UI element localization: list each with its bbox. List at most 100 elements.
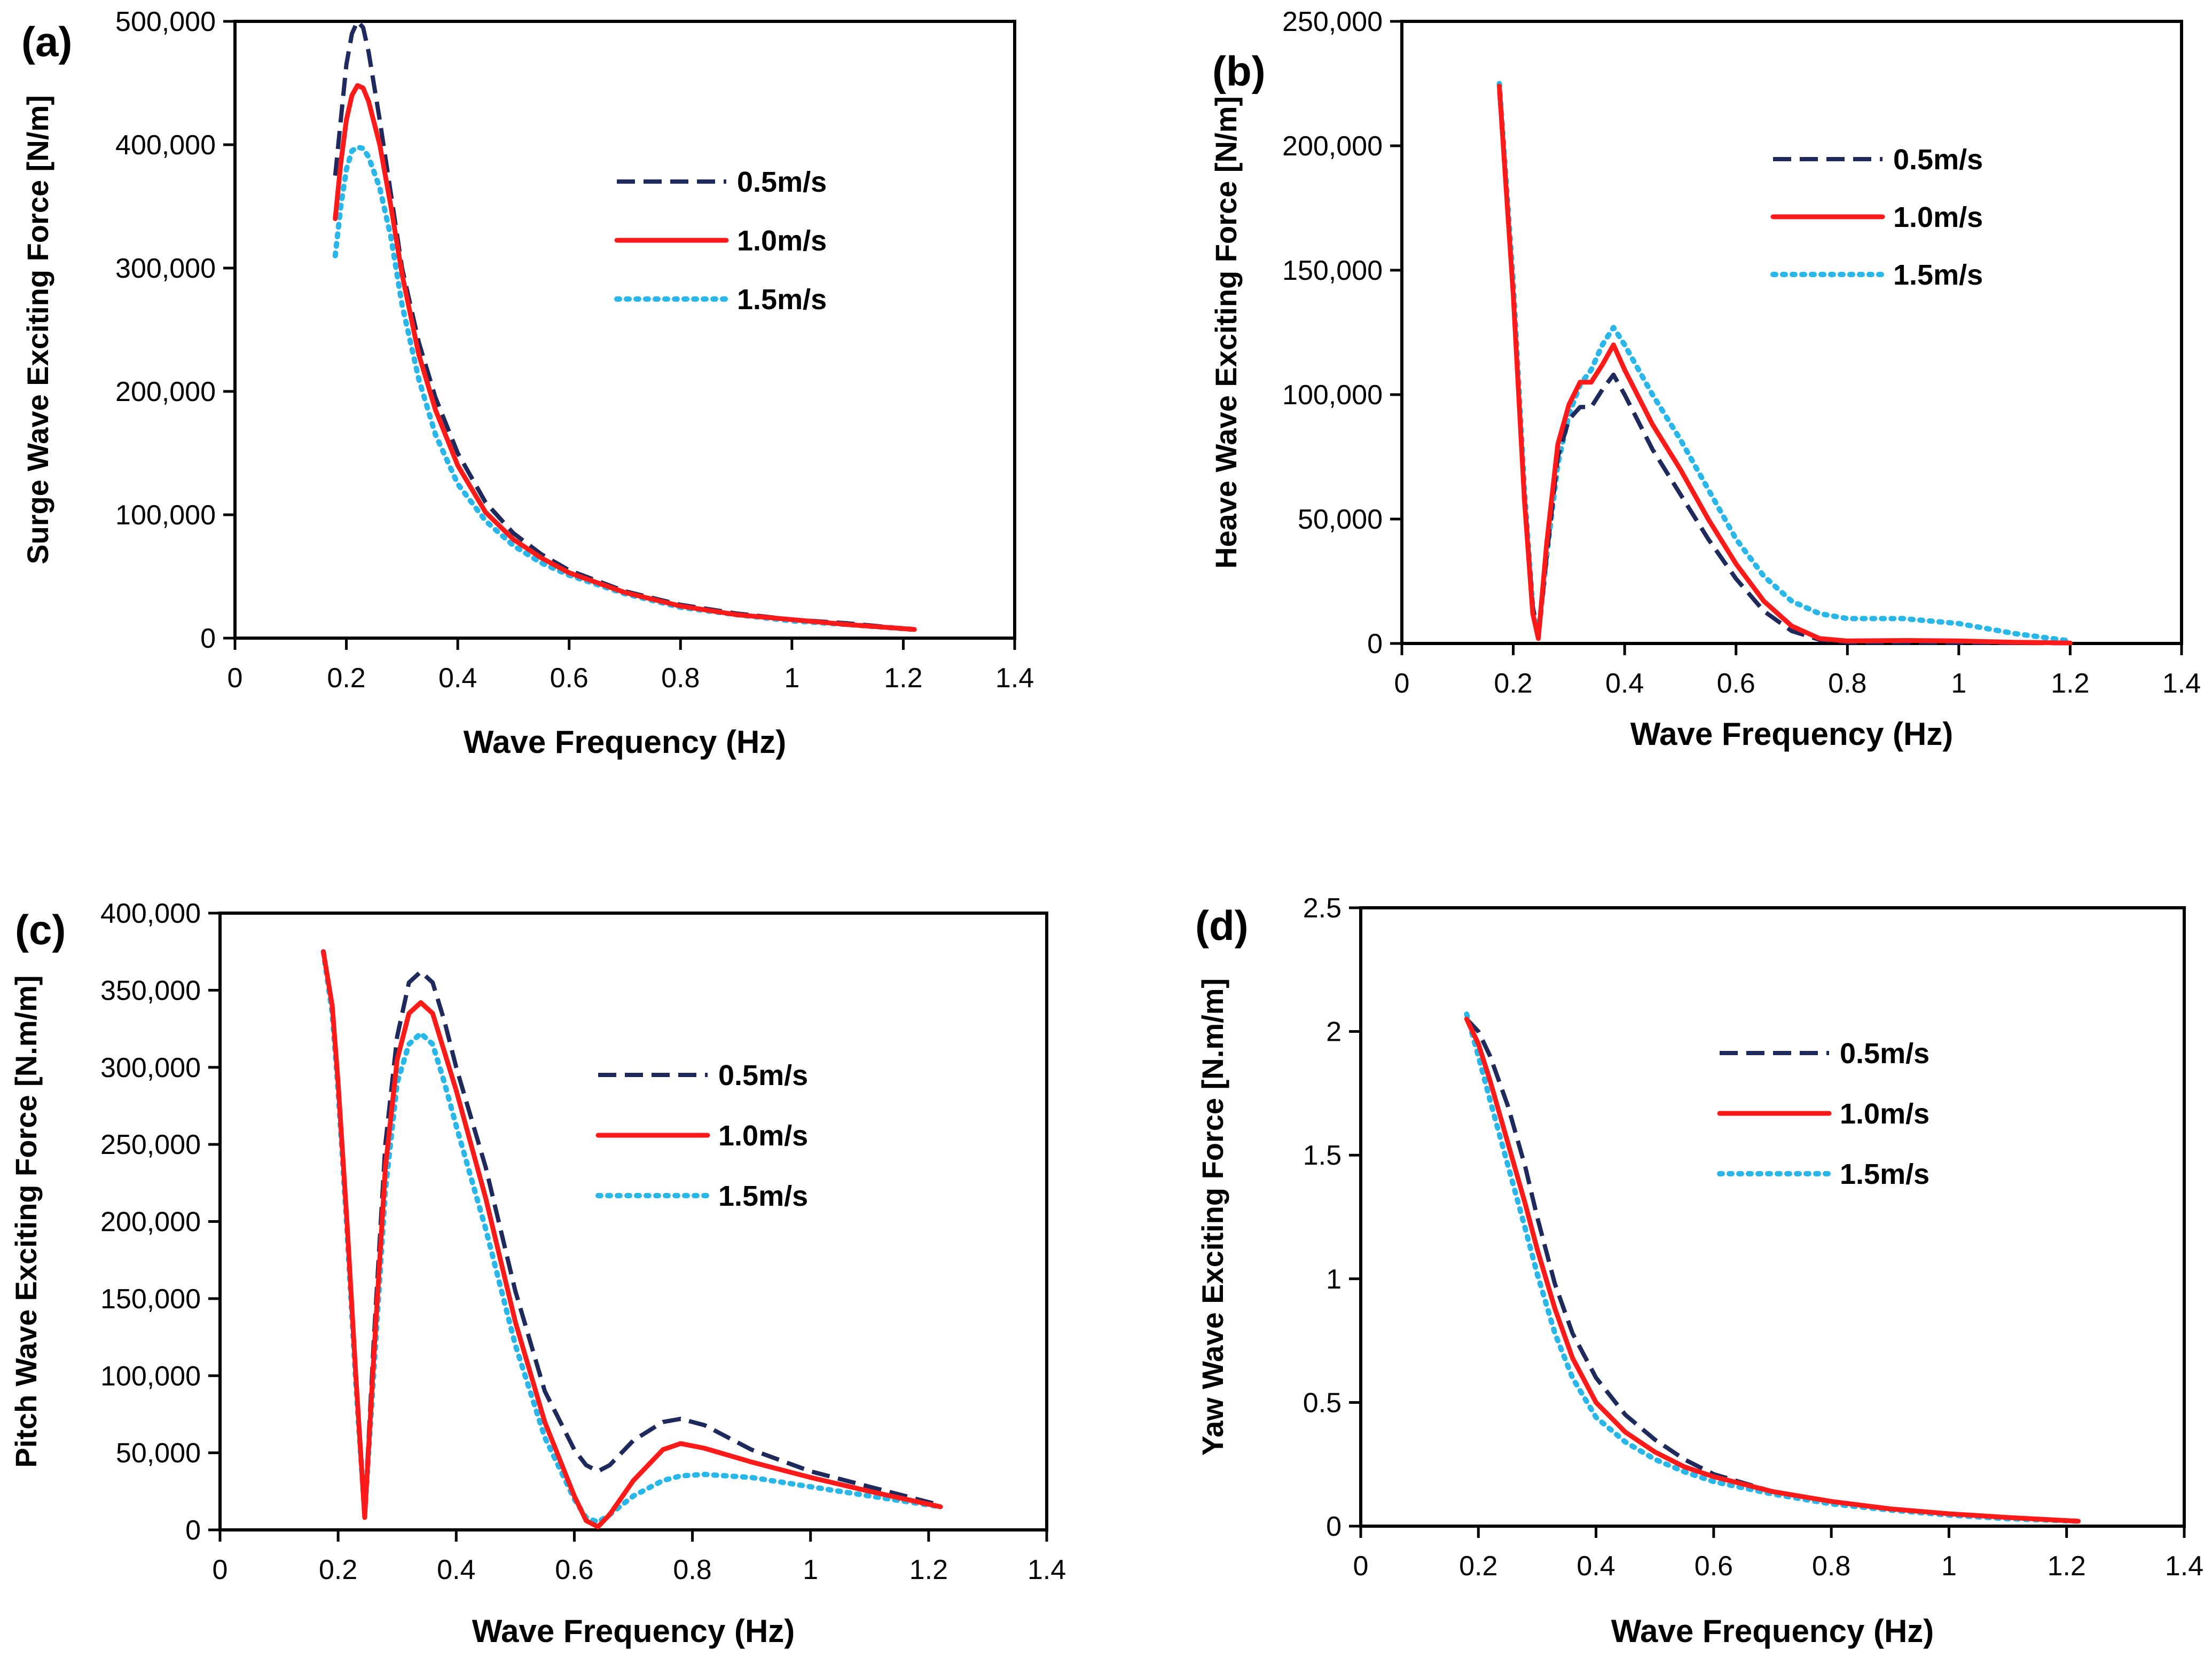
series-line-1-5m-s: [1464, 1011, 2081, 1524]
legend-label: 1.0m/s: [1840, 1098, 1929, 1130]
y-tick-label: 0: [1367, 629, 1383, 659]
legend: 0.5m/s 1.0m/s 1.5m/s: [1770, 144, 1983, 291]
y-tick-label: 100,000: [100, 1361, 201, 1392]
legend-label: 0.5m/s: [737, 166, 827, 198]
x-tick-label: 0.6: [550, 663, 589, 694]
x-tick-label: 0.2: [319, 1554, 357, 1585]
y-tick-label: 150,000: [1282, 255, 1383, 286]
series-line-0-5m-s: [1465, 1017, 2078, 1523]
x-tick-label: 0.4: [437, 1554, 475, 1585]
x-tick-label: 1.2: [2048, 1551, 2086, 1582]
chart-d: 0 0.2 0.4 0.6 0.8 1 1.2 1.4 0 0.5 1 1.5 2 2.5 Wave Fre…: [1195, 893, 2203, 1649]
plot-frame: [1359, 906, 2186, 1528]
legend: 0.5m/s 1.0m/s 1.5m/s: [1717, 1038, 1929, 1190]
y-tick-label: 300,000: [100, 1053, 201, 1083]
plot-frame: [233, 20, 1016, 640]
chart-b: 0 0.2 0.4 0.6 0.8 1 1.2 1.4 0 50,000 100,000 150,00…: [1209, 6, 2201, 752]
y-tick-label: 300,000: [115, 253, 216, 284]
x-tick-label: 0: [228, 663, 243, 694]
legend-label: 0.5m/s: [1840, 1038, 1929, 1070]
y-axis-title: Pitch Wave Exciting Force [N.m/m]: [9, 975, 43, 1467]
y-tick-label: 250,000: [1282, 6, 1383, 37]
legend-label: 0.5m/s: [1893, 144, 1983, 176]
panel-label: (b): [1212, 48, 1266, 95]
x-tick-label: 1.4: [2162, 668, 2201, 699]
series-line-1-0m-s: [321, 949, 943, 1529]
x-axis-title: Wave Frequency (Hz): [464, 724, 787, 760]
y-tick-label: 0.5: [1303, 1387, 1342, 1418]
y-tick-label: 2: [1326, 1017, 1342, 1048]
legend-label: 1.5m/s: [1893, 259, 1983, 291]
y-tick-label: 0: [185, 1515, 201, 1546]
y-tick-label: 100,000: [115, 500, 216, 531]
y-tick-label: 350,000: [100, 975, 201, 1006]
plot-frame: [1400, 20, 2183, 645]
series-line-1-5m-s: [1496, 81, 2073, 644]
y-tick-label: 250,000: [100, 1129, 201, 1160]
y-tick-label: 400,000: [100, 898, 201, 929]
x-axis-title: Wave Frequency (Hz): [472, 1613, 795, 1649]
y-axis-title: Yaw Wave Exciting Force [N.m/m]: [1196, 978, 1229, 1456]
x-tick-label: 0.4: [438, 663, 477, 694]
series-line-1-0m-s: [1497, 83, 2073, 646]
x-tick-label: 0.6: [555, 1554, 593, 1585]
x-tick-label: 0.8: [1812, 1551, 1850, 1582]
legend-label: 1.0m/s: [737, 225, 827, 257]
panel-label: (a): [21, 18, 72, 65]
x-tick-label: 1: [1951, 668, 1966, 699]
y-axis-title: Heave Wave Exciting Force [N/m]: [1209, 96, 1243, 569]
x-tick-label: 0.2: [1494, 668, 1532, 699]
x-tick-label: 0.2: [327, 663, 365, 694]
legend-label: 1.5m/s: [737, 284, 827, 316]
x-tick-label: 0.4: [1605, 668, 1644, 699]
series-line-0-5m-s: [333, 19, 915, 632]
series-line-1-5m-s: [320, 949, 943, 1525]
x-tick-label: 0.8: [661, 663, 700, 694]
x-tick-label: 0.4: [1576, 1551, 1615, 1582]
x-tick-label: 0.8: [673, 1554, 711, 1585]
x-tick-label: 1.2: [884, 663, 922, 694]
x-tick-label: 1: [1941, 1551, 1957, 1582]
panel-label: (c): [15, 906, 66, 953]
x-tick-label: 1.2: [2051, 668, 2089, 699]
y-tick-label: 1.5: [1303, 1140, 1342, 1171]
y-axis-title: Surge Wave Exciting Force [N/m]: [21, 95, 54, 564]
legend-label: 1.5m/s: [1840, 1158, 1929, 1190]
y-tick-label: 0: [1326, 1511, 1342, 1542]
legend-label: 0.5m/s: [718, 1059, 808, 1091]
y-tick-label: 50,000: [1298, 504, 1383, 535]
y-tick-label: 150,000: [100, 1284, 201, 1315]
x-tick-label: 1.4: [2165, 1551, 2203, 1582]
x-tick-label: 1: [803, 1554, 818, 1585]
x-axis-title: Wave Frequency (Hz): [1611, 1613, 1934, 1649]
chart-a: 0 0.2 0.4 0.6 0.8 1 1.2 1.4 0 100,000 200,000 300,0…: [21, 6, 1034, 760]
panel-label: (d): [1195, 902, 1249, 949]
legend-label: 1.0m/s: [1893, 201, 1983, 233]
y-tick-label: 500,000: [115, 6, 216, 37]
x-tick-label: 0: [1353, 1551, 1369, 1582]
legend: 0.5m/s 1.0m/s 1.5m/s: [595, 1059, 808, 1212]
y-tick-label: 200,000: [1282, 131, 1383, 162]
x-tick-label: 0.6: [1717, 668, 1755, 699]
y-tick-label: 0: [200, 623, 216, 654]
y-tick-label: 50,000: [116, 1438, 201, 1469]
y-tick-label: 100,000: [1282, 380, 1383, 411]
x-tick-label: 1.4: [1027, 1554, 1066, 1585]
series-line-0-5m-s: [1497, 91, 2070, 646]
legend-label: 1.0m/s: [718, 1120, 808, 1152]
y-tick-label: 200,000: [100, 1207, 201, 1238]
x-tick-label: 0.2: [1459, 1551, 1497, 1582]
x-tick-label: 0: [213, 1554, 228, 1585]
series-line-1-5m-s: [332, 144, 917, 632]
x-axis-title: Wave Frequency (Hz): [1630, 716, 1954, 752]
y-tick-label: 1: [1326, 1264, 1342, 1295]
series-line-1-0m-s: [333, 83, 917, 632]
x-tick-label: 0.6: [1695, 1551, 1733, 1582]
legend-label: 1.5m/s: [718, 1180, 808, 1212]
y-tick-label: 2.5: [1303, 893, 1342, 924]
x-tick-label: 1.2: [909, 1554, 948, 1585]
x-tick-label: 0.8: [1828, 668, 1866, 699]
y-tick-label: 400,000: [115, 130, 216, 161]
chart-c: 0 0.2 0.4 0.6 0.8 1 1.2 1.4 0 50,000 100,000 150,00…: [9, 898, 1066, 1649]
